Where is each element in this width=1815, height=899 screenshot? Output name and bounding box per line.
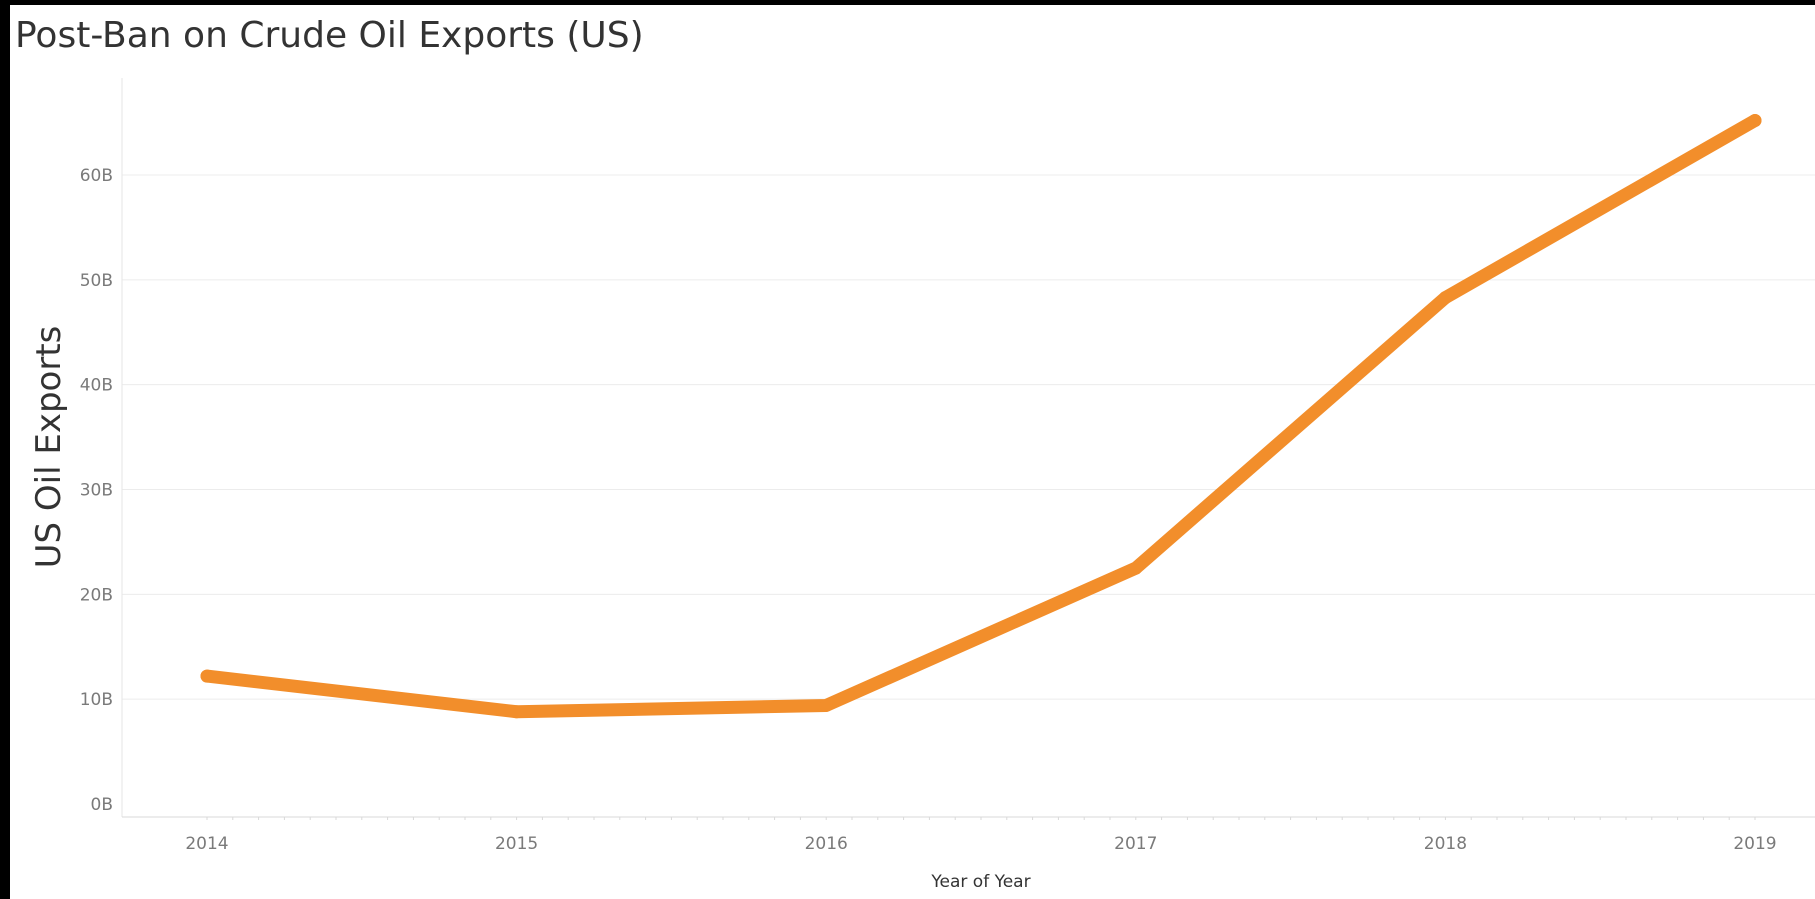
y-tick-label: 60B	[80, 166, 113, 186]
gridlines	[122, 174, 1815, 700]
y-tick-label: 50B	[80, 271, 113, 291]
data-point	[510, 705, 524, 719]
x-tick-label: 2016	[805, 834, 848, 854]
series-line	[200, 113, 1762, 719]
x-tick-label: 2019	[1733, 834, 1776, 854]
x-tick-label: 2014	[185, 834, 228, 854]
data-point	[1438, 291, 1452, 305]
data-point	[819, 698, 833, 712]
x-tick-label: 2018	[1424, 834, 1467, 854]
data-point	[1129, 561, 1143, 575]
y-tick-label: 0B	[91, 795, 113, 815]
y-tick-label: 30B	[80, 481, 113, 501]
x-axis-title: Year of Year	[930, 872, 1030, 892]
top-border	[0, 0, 1815, 5]
y-tick-label: 20B	[80, 585, 113, 605]
axes	[121, 78, 1815, 820]
y-tick-labels: 0B 10B 20B 30B 40B 50B 60B	[80, 166, 113, 815]
x-tick-label: 2015	[495, 834, 538, 854]
data-point	[1748, 113, 1762, 127]
y-tick-label: 40B	[80, 376, 113, 396]
chart-title: Post-Ban on Crude Oil Exports (US)	[15, 15, 644, 56]
y-axis-title: US Oil Exports	[29, 326, 69, 569]
series-layer	[200, 113, 1762, 719]
left-border	[0, 0, 10, 899]
x-tick-label: 2017	[1114, 834, 1157, 854]
x-tick-labels: 2014 2015 2016 2017 2018 2019	[185, 834, 1776, 854]
data-point	[200, 669, 214, 683]
y-tick-label: 10B	[80, 690, 113, 710]
